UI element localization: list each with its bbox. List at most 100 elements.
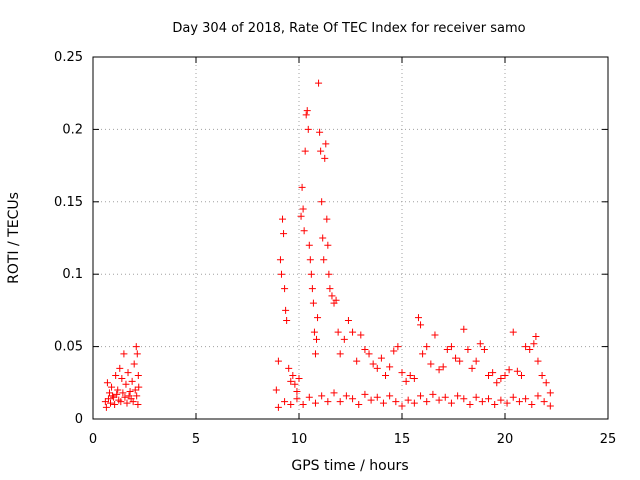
data-point: [123, 399, 131, 407]
data-point: [417, 321, 425, 329]
data-point: [311, 399, 319, 407]
data-point: [108, 383, 116, 391]
data-point: [472, 357, 480, 365]
data-point: [330, 389, 338, 397]
data-point: [342, 392, 350, 400]
data-point: [513, 367, 521, 375]
data-point: [282, 306, 290, 314]
data-point: [300, 227, 308, 235]
data-point: [340, 335, 348, 343]
data-point: [478, 398, 486, 406]
data-point: [293, 387, 301, 395]
data-point: [121, 393, 129, 401]
x-tick-label: 10: [291, 432, 308, 447]
data-point: [324, 241, 332, 249]
data-point: [287, 377, 295, 385]
y-tick-label: 0: [75, 412, 83, 427]
data-point: [316, 128, 324, 136]
data-point: [308, 285, 316, 293]
data-point: [435, 396, 443, 404]
data-point: [285, 364, 293, 372]
data-point: [468, 364, 476, 372]
y-axis-label: ROTI / TECUs: [6, 192, 22, 284]
data-marks: [101, 79, 554, 411]
x-tick-label: 20: [497, 432, 514, 447]
data-point: [489, 369, 497, 377]
data-point: [532, 332, 540, 340]
data-point: [280, 230, 288, 238]
y-tick-label: 0.15: [54, 195, 83, 210]
x-tick-label: 0: [89, 432, 97, 447]
data-point: [104, 395, 112, 403]
data-point: [357, 331, 365, 339]
data-point: [324, 398, 332, 406]
data-point: [124, 369, 132, 377]
data-point: [287, 401, 295, 409]
data-point: [134, 401, 142, 409]
data-point: [443, 345, 451, 353]
data-point: [117, 398, 125, 406]
data-point: [464, 345, 472, 353]
data-point: [114, 386, 122, 394]
data-point: [534, 392, 542, 400]
data-point: [435, 366, 443, 374]
data-point: [295, 374, 303, 382]
data-point: [302, 111, 310, 119]
data-point: [542, 379, 550, 387]
data-point: [314, 314, 322, 322]
data-point: [134, 372, 142, 380]
data-point: [454, 392, 462, 400]
data-point: [301, 147, 309, 155]
data-point: [427, 360, 435, 368]
data-point: [305, 241, 313, 249]
data-point: [276, 256, 284, 264]
data-point: [379, 399, 387, 407]
data-point: [291, 380, 299, 388]
data-point: [298, 183, 306, 191]
data-point: [328, 292, 336, 300]
data-point: [373, 364, 381, 372]
data-point: [313, 335, 321, 343]
data-point: [299, 401, 307, 409]
data-point: [131, 386, 139, 394]
data-point: [133, 392, 141, 400]
data-point: [441, 393, 449, 401]
data-point: [546, 389, 554, 397]
data-point: [526, 345, 534, 353]
data-point: [460, 395, 468, 403]
data-point: [390, 347, 398, 355]
data-point: [417, 392, 425, 400]
data-point: [336, 398, 344, 406]
data-point: [382, 372, 390, 380]
data-point: [353, 357, 361, 365]
data-point: [439, 363, 447, 371]
data-point: [456, 357, 464, 365]
data-point: [318, 198, 326, 206]
y-tick-label: 0.2: [62, 122, 83, 137]
data-point: [414, 314, 422, 322]
data-point: [274, 403, 282, 411]
data-point: [110, 393, 118, 401]
data-point: [306, 256, 314, 264]
data-point: [303, 107, 311, 115]
data-point: [386, 392, 394, 400]
data-point: [404, 396, 412, 404]
data-point: [491, 401, 499, 409]
data-point: [509, 393, 517, 401]
data-point: [113, 390, 121, 398]
data-point: [377, 354, 385, 362]
data-point: [336, 350, 344, 358]
data-point: [528, 401, 536, 409]
data-point: [283, 317, 291, 325]
data-point: [367, 396, 375, 404]
axis-ticks: [92, 56, 609, 420]
data-point: [369, 360, 377, 368]
data-point: [323, 215, 331, 223]
data-point: [466, 401, 474, 409]
grid-layer: [93, 57, 608, 419]
data-point: [281, 285, 289, 293]
data-point: [392, 398, 400, 406]
tick-labels: 0 5 10 15 20 25 0 0.05 0.1 0.15 0.2 0.25: [54, 50, 616, 447]
data-point: [406, 372, 414, 380]
